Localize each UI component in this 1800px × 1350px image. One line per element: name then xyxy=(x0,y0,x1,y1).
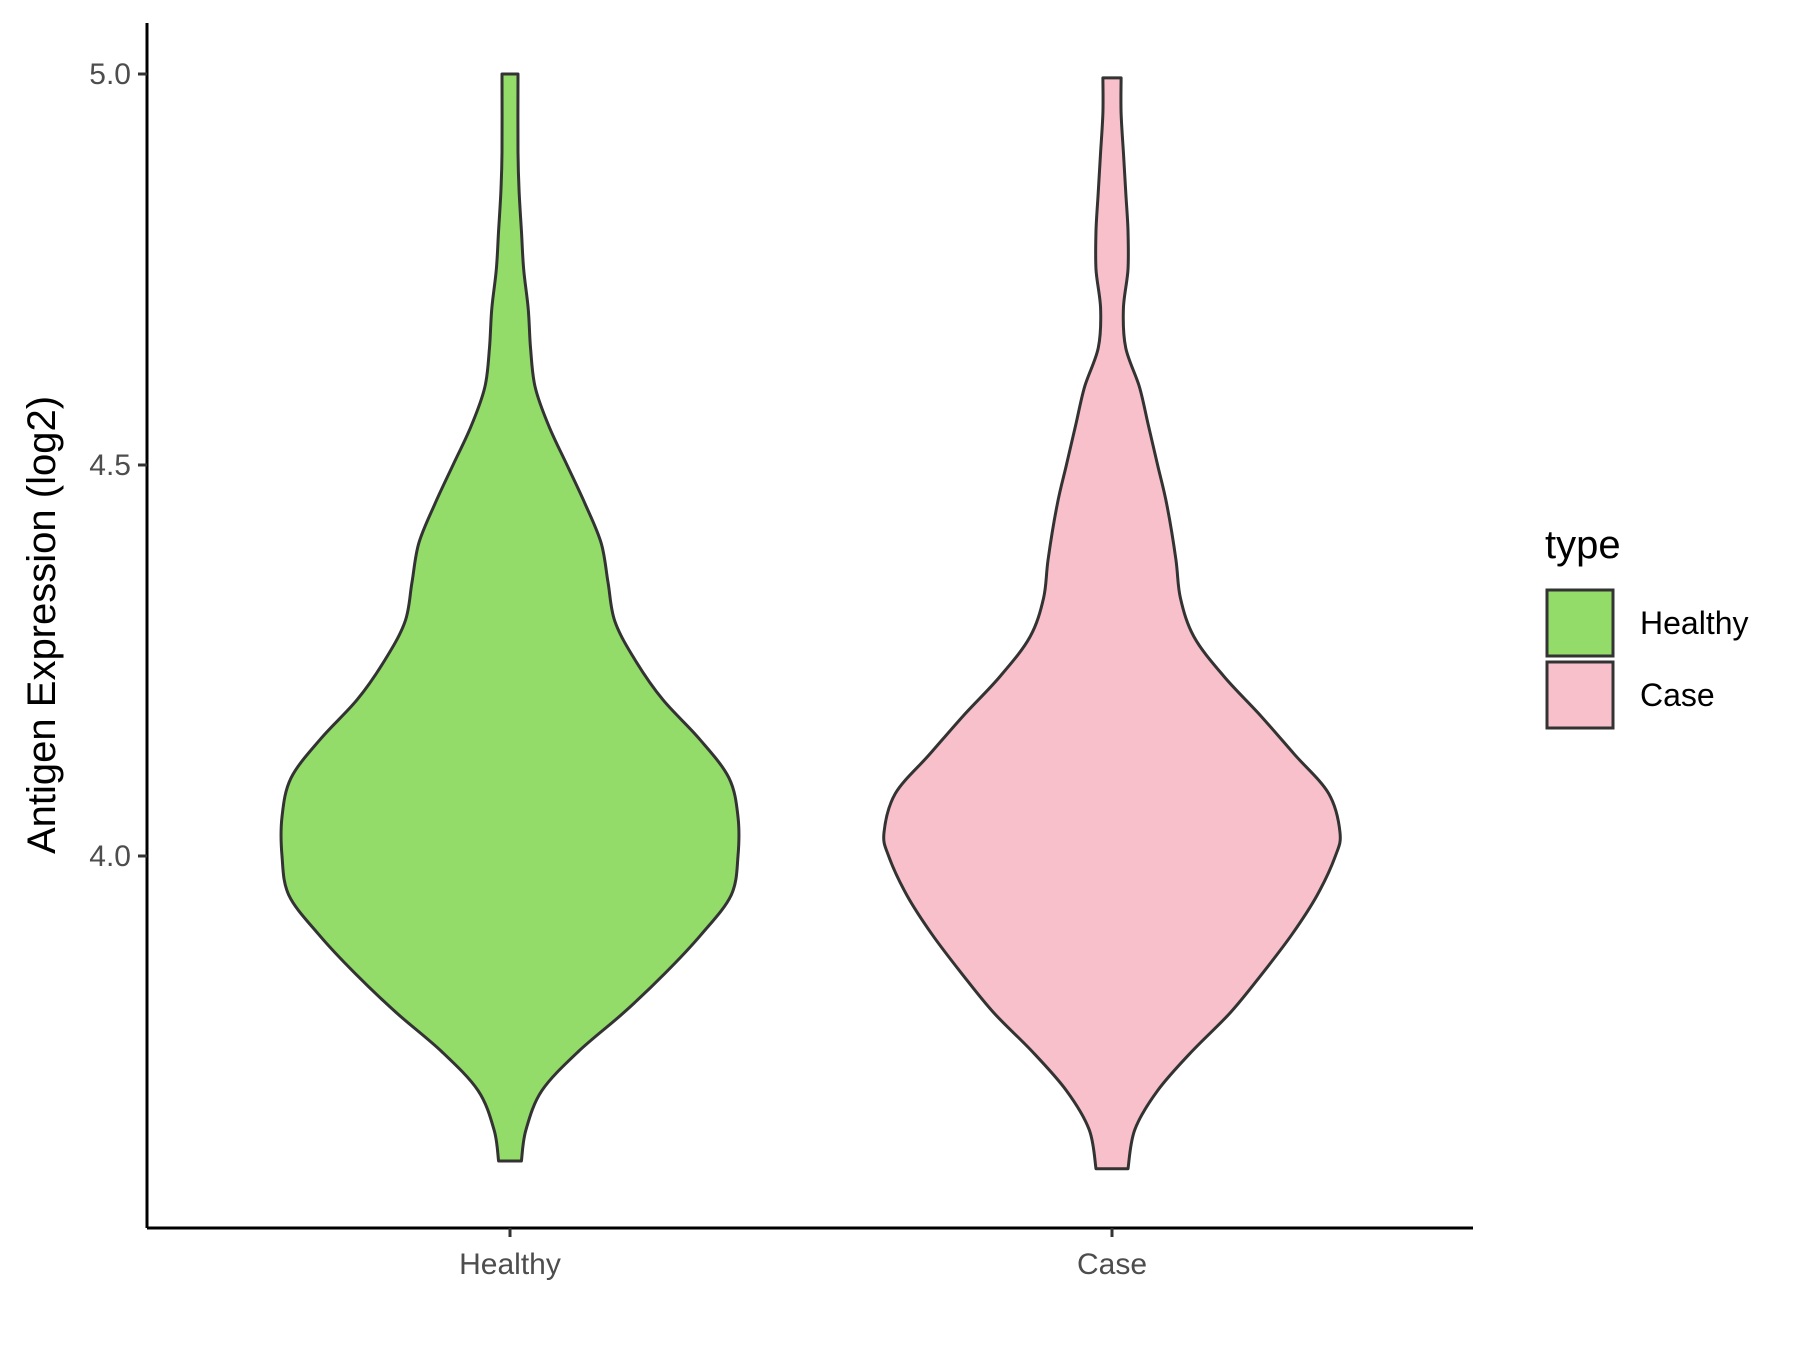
x-tick-label: Healthy xyxy=(459,1248,561,1281)
legend: type Healthy Case xyxy=(1545,523,1749,730)
x-tick-label: Case xyxy=(1077,1248,1147,1281)
y-tick-label: 4.0 xyxy=(89,840,131,873)
legend-swatch-healthy xyxy=(1545,588,1615,658)
legend-swatch-case xyxy=(1545,660,1615,730)
y-axis-ticks: 4.0 4.5 5.0 xyxy=(89,58,147,873)
violin-case xyxy=(882,76,1342,1171)
legend-label-healthy: Healthy xyxy=(1640,605,1749,641)
legend-label-case: Case xyxy=(1640,677,1715,713)
legend-items: Healthy Case xyxy=(1545,588,1749,730)
legend-title: type xyxy=(1545,523,1621,567)
y-tick-label: 5.0 xyxy=(89,58,131,91)
y-tick-label: 4.5 xyxy=(89,449,131,482)
violin-healthy xyxy=(279,72,741,1163)
y-axis-title: Antigen Expression (log2) xyxy=(20,396,64,854)
x-axis-ticks: Healthy Case xyxy=(459,1228,1147,1281)
violin-layer xyxy=(279,72,1342,1171)
